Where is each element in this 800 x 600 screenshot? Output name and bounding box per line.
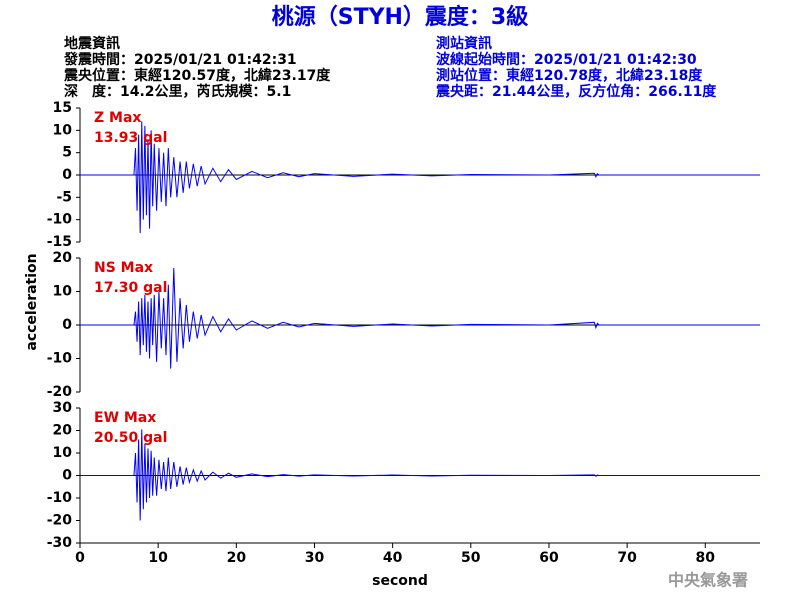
y-tick-label: -30 bbox=[47, 535, 73, 551]
annotation: EW Max bbox=[94, 410, 156, 426]
y-tick-label: -20 bbox=[47, 513, 73, 529]
x-tick-label: 30 bbox=[305, 550, 325, 566]
y-tick-label: 30 bbox=[53, 400, 73, 416]
station-info: 測站資訊 波線起始時間：2025/01/21 01:42:30 測站位置：東經1… bbox=[435, 35, 717, 100]
x-tick-label: 10 bbox=[148, 550, 168, 566]
y-tick-label: 10 bbox=[53, 284, 73, 300]
info-line: 震央距：21.44公里，反方位角：266.11度 bbox=[435, 83, 717, 100]
credit: 中央氣象署 bbox=[668, 571, 748, 590]
x-tick-label: 50 bbox=[461, 550, 481, 566]
annotation: 20.50 gal bbox=[94, 430, 167, 446]
y-tick-label: 20 bbox=[53, 250, 73, 266]
y-tick-label: 0 bbox=[62, 317, 72, 333]
y-tick-label: -5 bbox=[56, 189, 72, 205]
info-line: 波線起始時間：2025/01/21 01:42:30 bbox=[436, 51, 697, 68]
info-line: 測站資訊 bbox=[436, 35, 492, 52]
event-info: 地震資訊 發震時間：2025/01/21 01:42:31 震央位置：東經120… bbox=[63, 35, 331, 100]
x-tick-label: 20 bbox=[227, 550, 247, 566]
x-tick-label: 70 bbox=[617, 550, 637, 566]
waveform bbox=[80, 429, 760, 521]
annotation: Z Max bbox=[94, 110, 141, 126]
y-tick-label: 10 bbox=[53, 122, 73, 138]
info-line: 發震時間：2025/01/21 01:42:31 bbox=[63, 51, 297, 68]
info-line: 深 度：14.2公里，芮氏規模：5.1 bbox=[64, 83, 291, 100]
y-tick-label: -10 bbox=[47, 351, 73, 367]
chart-title: 桃源（STYH）震度：3級 bbox=[272, 4, 529, 30]
waveform bbox=[80, 268, 760, 369]
y-tick-label: -20 bbox=[47, 384, 73, 400]
y-tick-label: -15 bbox=[47, 234, 72, 250]
waveform bbox=[80, 121, 760, 234]
info-line: 震央位置：東經120.57度，北緯23.17度 bbox=[63, 67, 331, 84]
annotation: 17.30 gal bbox=[94, 280, 167, 296]
x-axis-label: second bbox=[372, 573, 428, 589]
y-tick-label: 20 bbox=[53, 423, 73, 439]
x-tick-label: 40 bbox=[383, 550, 403, 566]
y-tick-label: -10 bbox=[47, 490, 73, 506]
annotation: 13.93 gal bbox=[94, 130, 167, 146]
x-tick-label: 80 bbox=[696, 550, 716, 566]
info-line: 地震資訊 bbox=[64, 35, 120, 52]
y-tick-label: -10 bbox=[47, 212, 73, 228]
y-tick-label: 15 bbox=[53, 100, 72, 116]
y-tick-label: 10 bbox=[53, 445, 73, 461]
y-axis-label: acceleration bbox=[24, 253, 40, 350]
annotation: NS Max bbox=[94, 260, 153, 276]
y-tick-label: 0 bbox=[62, 167, 72, 183]
x-tick-label: 0 bbox=[75, 550, 85, 566]
x-tick-label: 60 bbox=[539, 550, 559, 566]
info-line: 測站位置：東經120.78度，北緯23.18度 bbox=[436, 67, 703, 84]
y-tick-label: 5 bbox=[62, 145, 72, 161]
y-tick-label: 0 bbox=[62, 468, 72, 484]
